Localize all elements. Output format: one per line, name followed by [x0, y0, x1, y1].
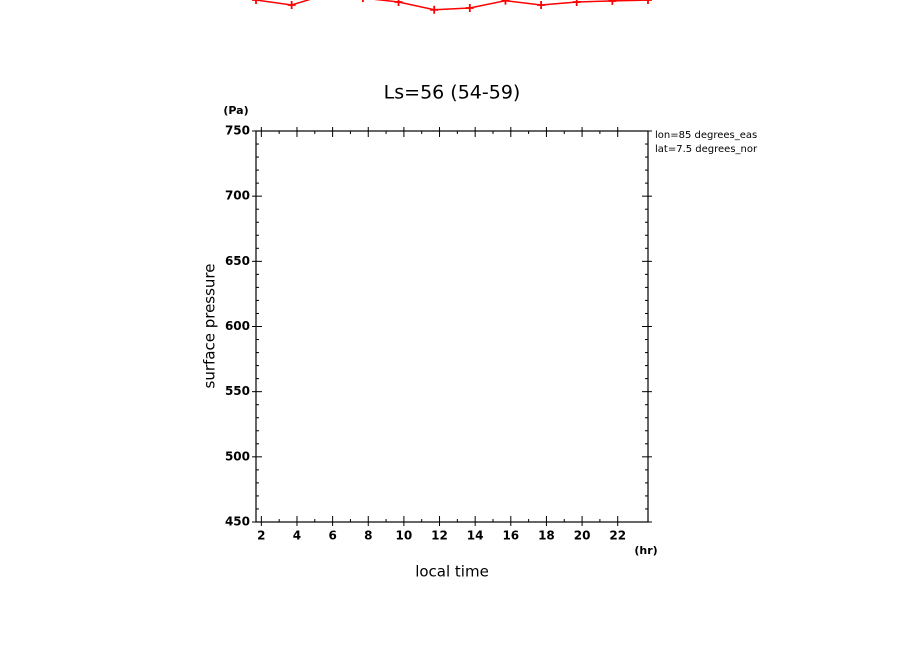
x-tick-label: 8: [364, 529, 372, 543]
y-tick-label: 600: [225, 319, 250, 333]
y-tick-label: 750: [225, 124, 250, 138]
plot-frame: [255, 130, 649, 523]
data-point: [644, 0, 652, 5]
x-tick-label: 12: [431, 529, 448, 543]
y-axis-label: surface pressure: [201, 264, 219, 389]
data-point: [394, 0, 403, 6]
x-tick-label: 2: [257, 529, 265, 543]
data-point: [362, 0, 364, 3]
data-point: [287, 0, 296, 9]
data-point: [430, 5, 439, 14]
x-tick-label: 22: [609, 529, 626, 543]
data-point: [572, 0, 581, 6]
x-tick-label: 16: [502, 529, 519, 543]
y-tick-label: 450: [225, 515, 250, 529]
y-unit: (Pa): [223, 104, 248, 117]
data-line: [255, 0, 649, 11]
data-point: [252, 0, 260, 5]
data-point: [537, 0, 546, 9]
data-point: [501, 0, 510, 5]
y-tick-label: 550: [225, 384, 250, 398]
annotation: lon=85 degrees_eas: [655, 130, 757, 141]
x-tick-label: 4: [293, 529, 301, 543]
y-tick-label: 650: [225, 254, 250, 268]
data-point: [465, 3, 474, 12]
x-tick-label: 20: [574, 529, 591, 543]
y-tick-label: 500: [225, 449, 250, 463]
x-tick-label: 18: [538, 529, 555, 543]
x-unit: (hr): [634, 544, 657, 557]
x-axis-label: local time: [415, 563, 489, 581]
annotation: lat=7.5 degrees_nor: [655, 144, 758, 155]
y-tick-label: 700: [225, 189, 250, 203]
x-tick-label: 6: [328, 529, 336, 543]
x-tick-label: 14: [467, 529, 484, 543]
chart-title: Ls=56 (54-59): [384, 82, 521, 104]
x-tick-label: 10: [396, 529, 413, 543]
data-point: [608, 0, 617, 5]
